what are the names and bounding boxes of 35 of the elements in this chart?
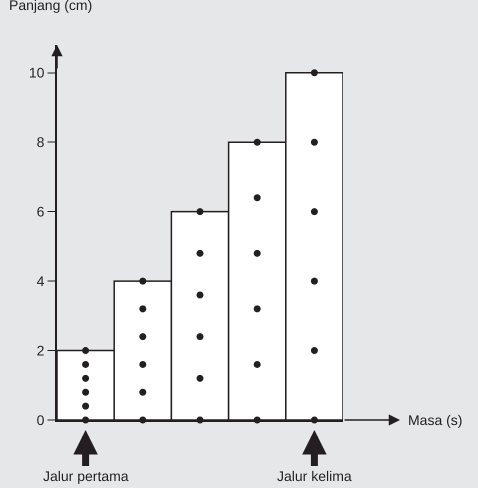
point (254, 305, 261, 312)
x-axis-title: Masa (s) (408, 412, 462, 428)
point (254, 360, 261, 368)
point (254, 194, 261, 202)
y-tick-label: 10 (28, 64, 45, 81)
point (139, 278, 146, 285)
point (139, 388, 146, 396)
point (82, 374, 90, 382)
point (82, 402, 90, 410)
y-tick-label: 8 (36, 134, 45, 150)
point (196, 374, 204, 382)
point (82, 360, 90, 368)
y-tick-label: 2 (36, 342, 45, 358)
point (254, 138, 261, 146)
point (82, 347, 90, 354)
y-tick-label: 4 (36, 273, 45, 290)
point (310, 208, 318, 216)
point (310, 69, 318, 76)
point (139, 333, 146, 340)
point (196, 250, 204, 257)
y-tick-label: 6 (36, 204, 45, 220)
point (82, 388, 90, 396)
point (310, 278, 318, 285)
point (196, 292, 204, 298)
text: Jalur pertama (43, 468, 129, 484)
y-tick-label: 0 (36, 412, 45, 428)
point (196, 333, 204, 340)
point (139, 305, 146, 312)
point (254, 250, 261, 257)
point (139, 360, 146, 368)
y-axis-title: Panjang (cm) (9, 0, 92, 13)
point (310, 138, 318, 146)
text: Jalur kelima (277, 468, 352, 484)
point (196, 208, 204, 216)
point (310, 347, 318, 354)
